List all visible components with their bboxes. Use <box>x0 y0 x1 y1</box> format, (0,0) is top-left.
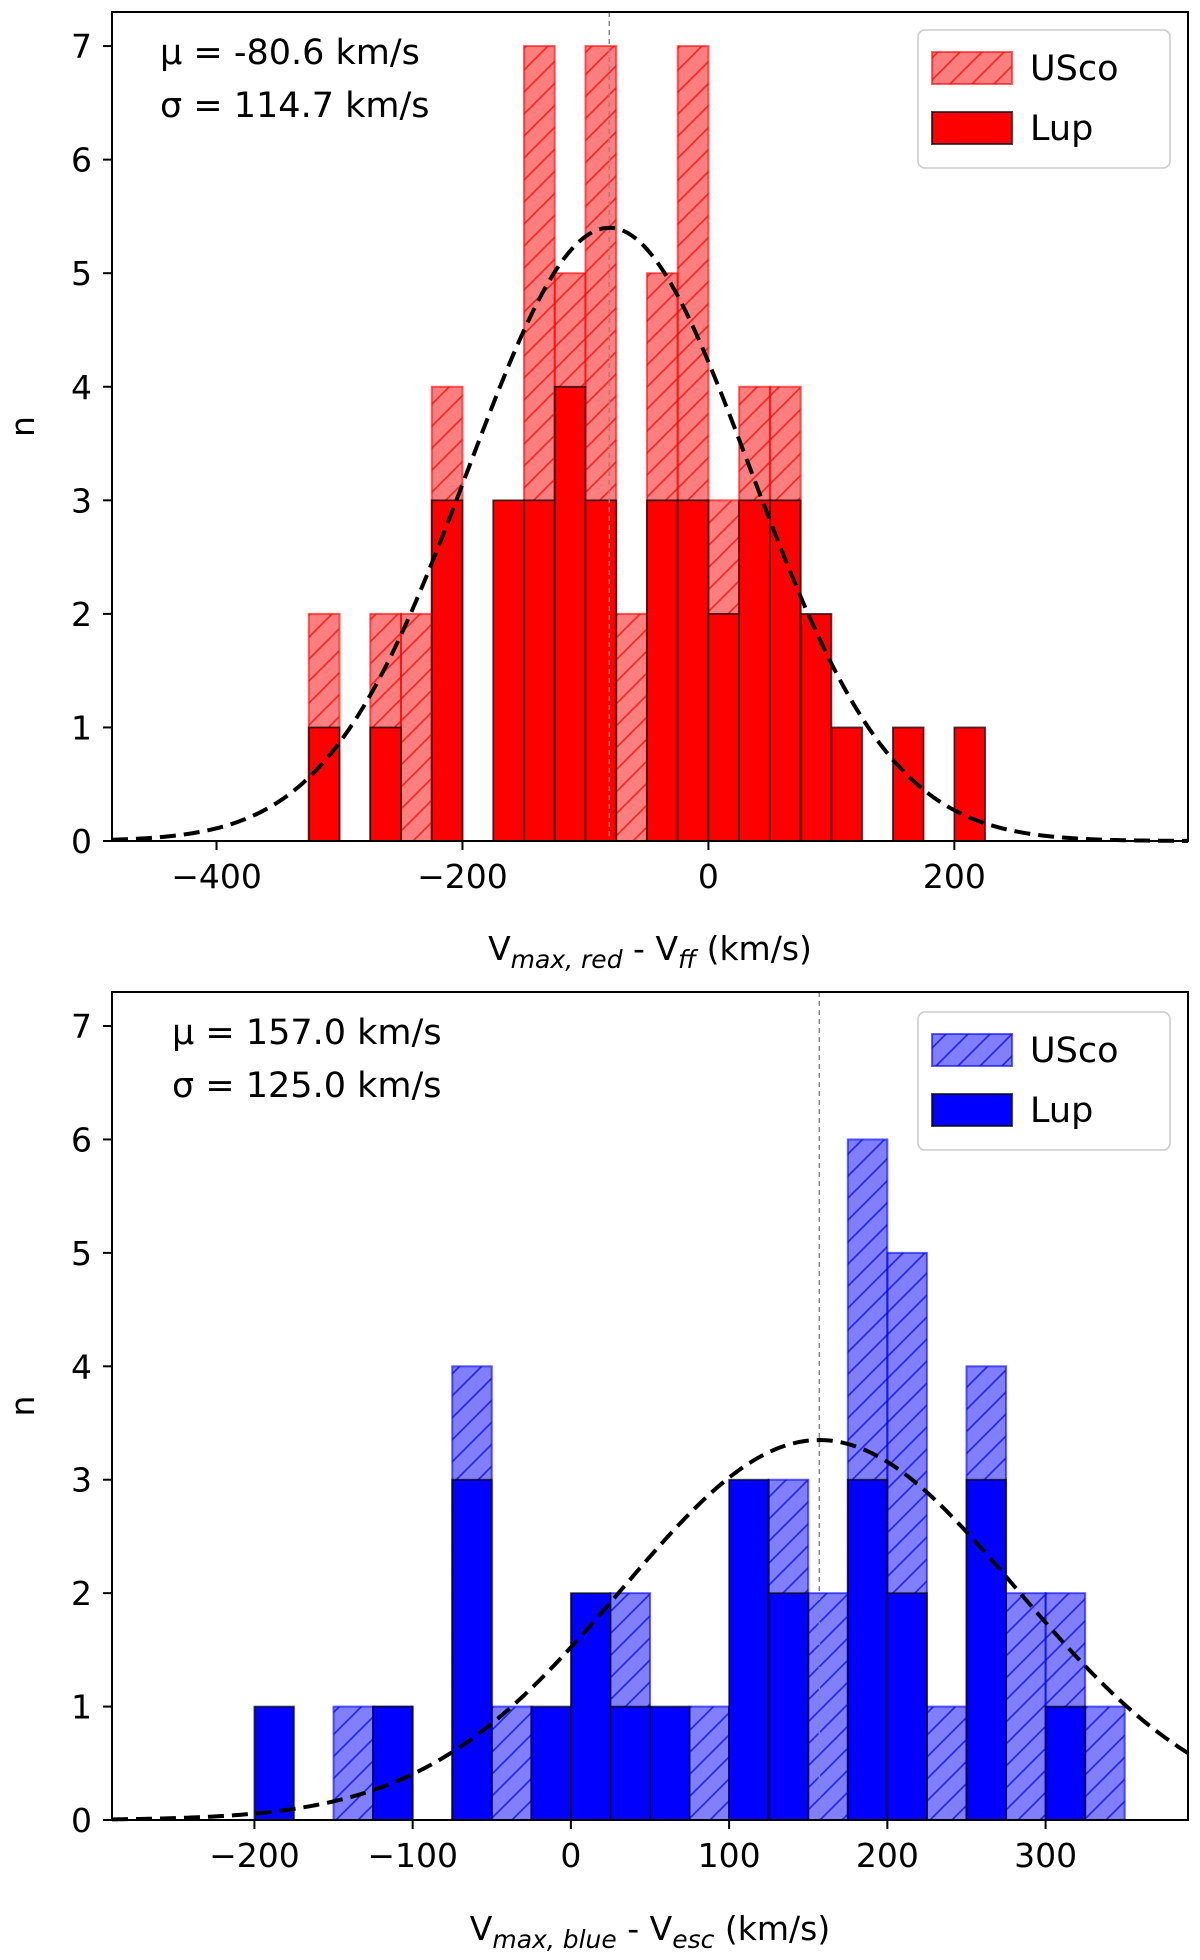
lup-bar <box>372 1705 414 1821</box>
lup-bar <box>430 499 464 842</box>
usco-bar-hatch <box>616 613 647 841</box>
legend-usco-swatch-hatch <box>932 52 1012 84</box>
lup-bar <box>830 726 864 842</box>
x-axis-label: Vmax, red - Vff (km/s) <box>488 929 812 974</box>
usco-bar-hatch <box>1085 1706 1125 1820</box>
legend-usco-label: USco <box>1030 1031 1119 1071</box>
usco-bar-hatch <box>689 1706 730 1820</box>
x-axis-label-main: V <box>470 1909 493 1948</box>
lup-bar <box>738 499 771 842</box>
usco-bar-hatch <box>808 1593 848 1820</box>
y-tick-label: 0 <box>71 822 92 861</box>
x-tick-label: −200 <box>417 857 508 896</box>
x-axis-label-sub2: ff <box>678 945 699 974</box>
legend-lup-label: Lup <box>1030 1091 1093 1131</box>
lup-bar <box>886 1592 928 1821</box>
lup-bar <box>253 1705 295 1821</box>
y-tick-label: 0 <box>71 1801 92 1840</box>
x-tick-label: −100 <box>367 1836 458 1875</box>
lup-bar <box>530 1705 572 1821</box>
axes-frame <box>111 11 1189 842</box>
lup-bar <box>451 1478 493 1821</box>
y-tick-label: 1 <box>71 1688 92 1727</box>
x-tick-label: 200 <box>923 857 986 896</box>
y-tick-label: 4 <box>71 1347 92 1386</box>
usco-bar-hatch <box>1006 1593 1046 1820</box>
top-panel-red: −400 −200 0 200 0 1 2 3 4 5 6 7 n Vmax, red - Vff (km… <box>3 11 1189 974</box>
x-axis-label-sub1: max, blue <box>492 1925 616 1954</box>
bottom-panel-blue: −200 −100 0 100 200 300 0 1 2 3 4 5 6 7 n Vmax, blue - … <box>3 991 1190 1954</box>
usco-bar-hatch <box>491 1706 532 1820</box>
y-tick-label: 5 <box>71 1234 92 1273</box>
usco-bar-hatch <box>926 1706 967 1820</box>
y-tick-label: 3 <box>71 1461 92 1500</box>
lup-bar <box>767 1592 810 1821</box>
x-axis-label-tail: (km/s) <box>696 929 812 968</box>
x-axis-label-mid: - V <box>623 929 679 968</box>
y-tick-label: 7 <box>71 1007 92 1046</box>
x-tick-label: 0 <box>698 857 719 896</box>
x-axis-label: Vmax, blue - Vesc (km/s) <box>470 1909 830 1954</box>
usco-bar-hatch <box>333 1706 374 1820</box>
legend-usco-swatch-hatch <box>932 1034 1012 1066</box>
lup-bar <box>523 499 556 842</box>
y-tick-label: 2 <box>71 595 92 634</box>
y-tick-label: 6 <box>71 1120 92 1159</box>
mu-annotation: μ = -80.6 km/s <box>160 33 420 73</box>
x-axis-label-tail: (km/s) <box>714 1909 830 1948</box>
y-tick-label: 6 <box>71 141 92 180</box>
x-tick-label: −200 <box>209 1836 300 1875</box>
gaussian-fit-curve <box>111 1438 1190 1822</box>
lup-bar <box>609 1705 651 1821</box>
gaussian-fit-curve <box>111 225 1189 843</box>
legend-lup-swatch <box>931 111 1013 145</box>
lup-bar <box>1044 1705 1087 1821</box>
x-tick-label: 300 <box>1014 1836 1077 1875</box>
sigma-annotation: σ = 114.7 km/s <box>160 86 429 126</box>
legend-lup-label: Lup <box>1030 109 1093 149</box>
sigma-annotation: σ = 125.0 km/s <box>172 1066 441 1106</box>
lup-bar <box>728 1478 770 1821</box>
lup-bar <box>965 1478 1007 1821</box>
lup-bar <box>646 499 679 842</box>
x-tick-label: 100 <box>698 1836 761 1875</box>
lup-bar <box>369 726 402 842</box>
x-tick-label: 200 <box>856 1836 919 1875</box>
lup-bar <box>707 612 741 842</box>
x-tick-label: −400 <box>171 857 262 896</box>
lup-bar <box>307 726 341 842</box>
x-tick-label: 0 <box>560 1836 581 1875</box>
x-axis-label-main: V <box>488 929 511 968</box>
axes-frame <box>111 991 1189 1821</box>
lup-bar <box>676 499 710 842</box>
legend-lup-swatch <box>931 1093 1013 1127</box>
mu-annotation: μ = 157.0 km/s <box>172 1013 442 1053</box>
y-tick-label: 1 <box>71 708 92 747</box>
usco-bar-hatch <box>400 613 432 841</box>
y-tick-label: 3 <box>71 481 92 520</box>
x-axis-label-sub2: esc <box>672 1925 714 1954</box>
y-tick-label: 7 <box>71 27 92 66</box>
x-axis-label-sub1: max, red <box>511 945 623 974</box>
lup-bar <box>768 499 802 842</box>
y-axis-label: n <box>3 1396 42 1417</box>
legend-usco-label: USco <box>1030 49 1119 89</box>
lup-bar <box>492 499 525 842</box>
y-tick-label: 2 <box>71 1574 92 1613</box>
lup-bar <box>584 499 618 842</box>
lup-bar <box>846 1478 889 1821</box>
x-axis-label-mid: - V <box>617 1909 673 1948</box>
y-tick-label: 5 <box>71 254 92 293</box>
lup-bar <box>649 1705 691 1821</box>
lup-bar <box>799 612 833 842</box>
lup-bar <box>953 726 986 842</box>
y-tick-label: 4 <box>71 368 92 407</box>
lup-bar <box>553 385 587 842</box>
y-axis-label: n <box>3 416 42 437</box>
